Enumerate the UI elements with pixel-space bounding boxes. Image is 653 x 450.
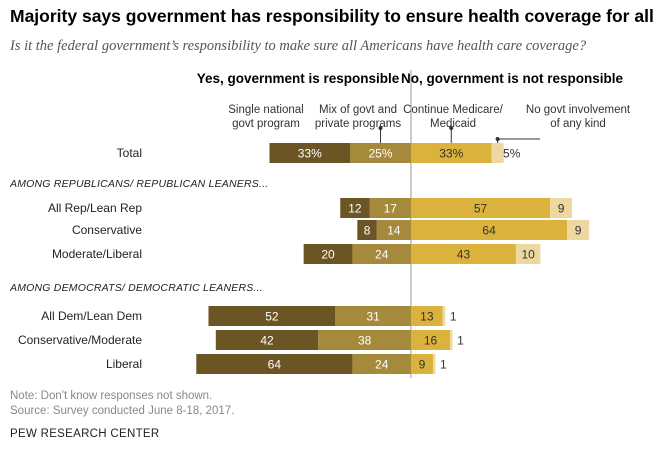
data-label: 5% <box>503 147 521 161</box>
chart-subtitle: Is it the federal government’s responsib… <box>10 38 587 54</box>
legend-leader-dot <box>449 126 454 130</box>
legend-label-1: govt program <box>232 118 300 130</box>
data-label: 16 <box>424 334 438 348</box>
legend-label-4: of any kind <box>550 118 606 130</box>
data-label: 33% <box>298 147 322 161</box>
bar-segment-2 <box>352 244 411 264</box>
data-label: 13 <box>420 310 434 324</box>
bar-segment-4 <box>491 143 504 163</box>
row-label: Total <box>117 146 142 160</box>
chart-note: Note: Don't know responses not shown. <box>10 390 213 402</box>
bar-segment-3 <box>411 306 443 326</box>
row-label: Conservative/Moderate <box>18 333 142 347</box>
row-label: Moderate/Liberal <box>52 247 142 261</box>
data-label: 9 <box>419 358 426 372</box>
data-label: 43 <box>457 248 471 262</box>
chart-title: Majority says government has responsibil… <box>10 6 653 26</box>
bar-segment-4 <box>432 354 436 374</box>
row-label: All Rep/Lean Rep <box>48 201 142 215</box>
bar-segment-3 <box>411 220 568 240</box>
bar-segment-3 <box>411 244 516 264</box>
legend-label-3: Medicaid <box>430 118 476 130</box>
data-label: 42 <box>260 334 274 348</box>
data-label: 64 <box>268 358 282 372</box>
group-header-no: No, government is not responsible <box>401 71 624 86</box>
data-label: 33% <box>439 147 463 161</box>
legend-label-3: Continue Medicare/ <box>403 104 504 116</box>
data-label: 10 <box>521 248 535 262</box>
data-label: 17 <box>384 202 398 216</box>
bar-segment-3 <box>411 198 551 218</box>
row-label: Liberal <box>106 357 142 371</box>
publisher-credit: PEW RESEARCH CENTER <box>10 428 160 440</box>
bar-segment-2 <box>352 354 411 374</box>
section-header: AMONG REPUBLICANS/ REPUBLICAN LEANERS... <box>9 178 268 190</box>
data-label: 9 <box>575 224 582 238</box>
group-header-yes: Yes, government is responsible <box>197 71 400 86</box>
data-label: 25% <box>368 147 392 161</box>
data-label: 31 <box>367 310 381 324</box>
data-label: 24 <box>375 358 389 372</box>
bar-segment-2 <box>318 330 411 350</box>
legend-label-1: Single national <box>228 104 303 116</box>
bar-segment-2 <box>335 306 411 326</box>
bar-segment-4 <box>567 220 590 240</box>
bar-segment-2 <box>350 143 411 163</box>
bar-segment-1 <box>215 330 319 350</box>
bar-segment-2 <box>369 198 411 218</box>
legend-label-2: private programs <box>315 118 402 130</box>
bar-segment-1 <box>208 306 336 326</box>
bar-segment-3 <box>411 354 433 374</box>
section-header: AMONG DEMOCRATS/ DEMOCRATIC LEANERS... <box>9 282 263 294</box>
legend-label-4: No govt involvement <box>526 104 631 116</box>
legend-leader-dot <box>495 137 500 141</box>
bar-segment-1 <box>340 198 370 218</box>
bar-segment-3 <box>411 330 451 350</box>
data-label: 52 <box>265 310 279 324</box>
data-label: 1 <box>440 358 447 372</box>
bar-segment-4 <box>450 330 453 350</box>
bar-segment-2 <box>376 220 411 240</box>
data-label: 8 <box>364 224 371 238</box>
data-label: 1 <box>457 334 464 348</box>
data-label: 12 <box>348 202 362 216</box>
data-label: 64 <box>482 224 496 238</box>
bar-segment-4 <box>515 244 541 264</box>
legend-leader-line <box>497 138 540 143</box>
data-label: 57 <box>474 202 488 216</box>
row-label: Conservative <box>72 223 142 237</box>
data-label: 14 <box>387 224 401 238</box>
data-label: 38 <box>358 334 372 348</box>
data-label: 20 <box>321 248 335 262</box>
data-label: 9 <box>558 202 565 216</box>
bar-segment-4 <box>442 306 446 326</box>
row-label: All Dem/Lean Dem <box>41 309 142 323</box>
bar-segment-1 <box>196 354 353 374</box>
chart-source: Source: Survey conducted June 8-18, 2017… <box>10 405 235 417</box>
bar-segment-1 <box>357 220 377 240</box>
data-label: 24 <box>375 248 389 262</box>
bar-segment-4 <box>550 198 573 218</box>
bar-segment-3 <box>411 143 492 163</box>
legend-leader-dot <box>378 126 383 130</box>
legend-label-2: Mix of govt and <box>319 104 397 116</box>
bar-segment-1 <box>303 244 353 264</box>
bar-segment-1 <box>269 143 350 163</box>
data-label: 1 <box>450 310 457 324</box>
